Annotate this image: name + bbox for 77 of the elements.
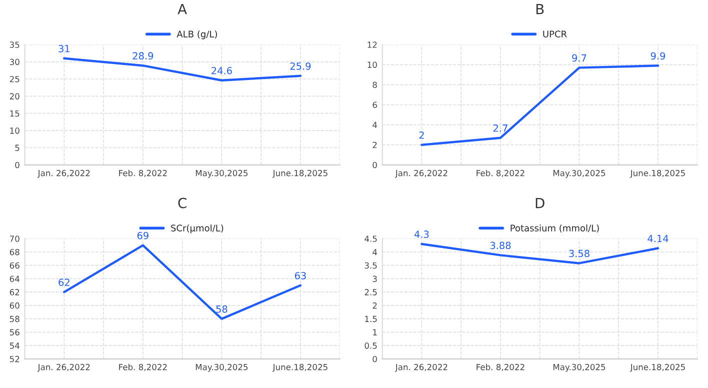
y-tick-label: 6 <box>372 102 377 108</box>
x-tick-label: June.18,2025 <box>630 364 685 372</box>
data-label: 3.58 <box>569 250 590 258</box>
y-tick-label: 54 <box>10 342 20 349</box>
data-label: 9.7 <box>572 54 586 62</box>
x-tick-label: Feb. 8,2022 <box>119 364 167 372</box>
y-tick-label: 0 <box>372 162 377 168</box>
y-tick-label: 25 <box>10 76 20 82</box>
y-tick-label: 2 <box>372 142 377 148</box>
y-tick-label: 1.5 <box>365 316 377 322</box>
y-tick-label: 4.5 <box>364 236 377 242</box>
legend-label: Potassium (mmol/L) <box>510 224 599 233</box>
chart-title: D <box>536 198 544 208</box>
y-tick-label: 8 <box>372 82 377 88</box>
data-label: 69 <box>137 232 148 240</box>
y-tick-label: 0 <box>15 162 20 168</box>
y-tick-label: 1 <box>373 329 377 336</box>
y-tick-label: 68 <box>10 248 20 256</box>
data-label: 4.3 <box>414 230 429 238</box>
y-tick-label: 0.5 <box>364 342 377 349</box>
x-tick-label: May.30,2025 <box>553 364 606 372</box>
legend-label: ALB (g/L) <box>176 30 217 40</box>
data-label: 4.14 <box>648 234 668 242</box>
x-tick-label: June.18,2025 <box>272 170 328 178</box>
x-tick-label: Jan. 26,2022 <box>37 364 90 372</box>
legend-label: UPCR <box>543 30 567 38</box>
x-tick-label: Feb. 8,2022 <box>476 364 524 372</box>
y-tick-label: 3.5 <box>364 262 377 269</box>
y-tick-label: 35 <box>10 42 20 48</box>
data-label: 2.7 <box>493 124 508 132</box>
y-tick-label: 4 <box>372 122 377 128</box>
y-tick-label: 64 <box>10 276 20 282</box>
y-tick-label: 3 <box>372 276 377 282</box>
x-tick-label: Feb. 8,2022 <box>119 170 167 178</box>
y-tick-label: 62 <box>10 289 20 296</box>
chart-title: A <box>178 4 187 14</box>
y-tick-label: 15 <box>10 110 20 117</box>
x-tick-label: Jan. 26,2022 <box>394 364 448 372</box>
legend-label: SCr(μmol/L) <box>171 224 224 234</box>
data-label: 9.9 <box>650 52 666 60</box>
y-tick-label: 10 <box>10 128 20 134</box>
data-label: 28.9 <box>132 52 154 60</box>
y-tick-label: 10 <box>368 62 377 68</box>
y-tick-label: 58 <box>10 316 20 322</box>
data-label: 3.88 <box>490 242 511 250</box>
chart-title: B <box>536 4 544 14</box>
y-tick-label: 66 <box>10 262 20 269</box>
y-tick-label: 12 <box>368 42 377 48</box>
x-tick-label: Jan. 26,2022 <box>37 170 90 178</box>
y-tick-label: 30 <box>10 58 20 66</box>
y-tick-label: 70 <box>10 236 20 242</box>
y-tick-label: 2 <box>372 302 377 309</box>
x-tick-label: May.30,2025 <box>553 170 606 178</box>
data-label: 2 <box>419 131 424 139</box>
x-tick-label: May.30,2025 <box>196 170 248 178</box>
line-series <box>420 64 660 146</box>
chart-title: C <box>178 198 186 208</box>
data-label: 24.6 <box>212 66 232 74</box>
x-tick-label: Feb. 8,2022 <box>476 170 524 178</box>
line-series <box>420 242 660 264</box>
y-tick-label: 0 <box>372 356 377 362</box>
y-tick-label: 60 <box>10 302 20 309</box>
x-tick-label: May.30,2025 <box>196 364 248 372</box>
data-label: 58 <box>216 305 228 313</box>
y-tick-label: 4 <box>372 249 377 256</box>
y-tick-label: 52 <box>10 356 20 362</box>
data-label: 62 <box>58 278 70 286</box>
x-tick-label: June.18,2025 <box>272 364 328 372</box>
y-tick-label: 2.5 <box>364 289 377 296</box>
data-label: 31 <box>58 44 70 52</box>
x-tick-label: Jan. 26,2022 <box>394 170 448 178</box>
y-tick-label: 20 <box>10 93 20 100</box>
y-tick-label: 5 <box>15 144 20 151</box>
x-tick-label: June.18,2025 <box>630 170 685 178</box>
data-label: 25.9 <box>290 62 311 70</box>
y-tick-label: 56 <box>10 329 20 336</box>
data-label: 63 <box>294 272 306 280</box>
